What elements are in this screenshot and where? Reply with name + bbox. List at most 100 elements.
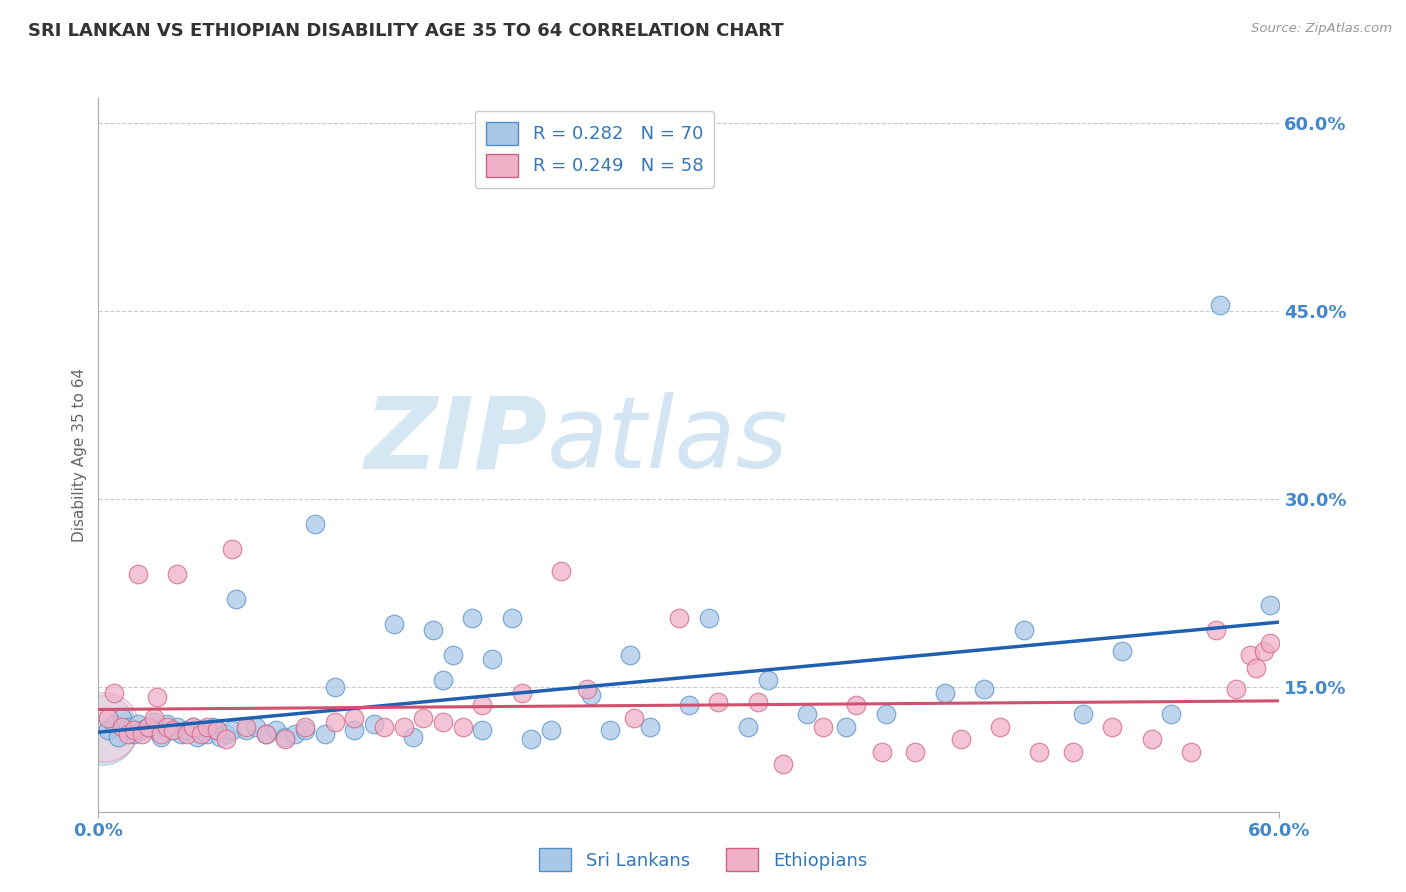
Text: Source: ZipAtlas.com: Source: ZipAtlas.com	[1251, 22, 1392, 36]
Ethiopians	[373, 720, 395, 734]
Ethiopians	[166, 566, 188, 581]
Ethiopians	[150, 727, 173, 741]
Ethiopians	[190, 727, 212, 741]
Sri Lankans	[501, 610, 523, 624]
Ethiopians	[127, 566, 149, 581]
Ethiopians	[146, 690, 169, 704]
Sri Lankans	[441, 648, 464, 663]
Y-axis label: Disability Age 35 to 64: Disability Age 35 to 64	[72, 368, 87, 542]
Sri Lankans	[166, 720, 188, 734]
Sri Lankans	[1209, 298, 1232, 312]
Ethiopians	[205, 723, 228, 738]
Sri Lankans	[209, 730, 232, 744]
Sri Lankans	[304, 516, 326, 531]
Sri Lankans	[1012, 623, 1035, 637]
Sri Lankans	[122, 727, 145, 741]
Ethiopians	[294, 720, 316, 734]
Ethiopians	[412, 711, 434, 725]
Sri Lankans	[103, 717, 125, 731]
Ethiopians	[343, 711, 366, 725]
Ethiopians	[1244, 661, 1267, 675]
Sri Lankans	[294, 723, 316, 738]
Ethiopians	[623, 711, 645, 725]
Sri Lankans	[131, 723, 153, 738]
Ethiopians	[117, 727, 139, 741]
Sri Lankans	[1111, 644, 1133, 658]
Ethiopians	[1140, 732, 1163, 747]
Ethiopians	[1180, 745, 1202, 759]
Sri Lankans	[756, 673, 779, 688]
Sri Lankans	[215, 727, 238, 741]
Legend: R = 0.282   N = 70, R = 0.249   N = 58: R = 0.282 N = 70, R = 0.249 N = 58	[475, 111, 714, 188]
Sri Lankans	[638, 720, 661, 734]
Sri Lankans	[520, 732, 543, 747]
Sri Lankans	[245, 720, 267, 734]
Ethiopians	[747, 694, 769, 708]
Sri Lankans	[579, 688, 602, 702]
Ethiopians	[235, 720, 257, 734]
Ethiopians	[845, 698, 868, 713]
Text: SRI LANKAN VS ETHIOPIAN DISABILITY AGE 35 TO 64 CORRELATION CHART: SRI LANKAN VS ETHIOPIAN DISABILITY AGE 3…	[28, 22, 783, 40]
Ethiopians	[176, 727, 198, 741]
Ethiopians	[195, 720, 218, 734]
Sri Lankans	[599, 723, 621, 738]
Sri Lankans	[136, 720, 159, 734]
Ethiopians	[575, 681, 598, 696]
Sri Lankans	[875, 707, 897, 722]
Sri Lankans	[1160, 707, 1182, 722]
Ethiopians	[550, 565, 572, 579]
Ethiopians	[181, 720, 204, 734]
Ethiopians	[122, 723, 145, 738]
Sri Lankans	[481, 652, 503, 666]
Ethiopians	[1253, 644, 1275, 658]
Ethiopians	[1239, 648, 1261, 663]
Sri Lankans	[186, 730, 208, 744]
Sri Lankans	[97, 723, 120, 738]
Ethiopians	[142, 711, 165, 725]
Ethiopians	[949, 732, 972, 747]
Sri Lankans	[678, 698, 700, 713]
Ethiopians	[772, 757, 794, 772]
Ethiopians	[131, 727, 153, 741]
Sri Lankans	[343, 723, 366, 738]
Ethiopians	[254, 727, 277, 741]
Sri Lankans	[225, 591, 247, 606]
Sri Lankans	[422, 623, 444, 637]
Ethiopians	[904, 745, 927, 759]
Point	[91, 723, 114, 738]
Sri Lankans	[382, 616, 405, 631]
Sri Lankans	[127, 717, 149, 731]
Ethiopians	[510, 686, 533, 700]
Sri Lankans	[737, 720, 759, 734]
Sri Lankans	[235, 723, 257, 738]
Sri Lankans	[254, 727, 277, 741]
Sri Lankans	[107, 730, 129, 744]
Legend: Sri Lankans, Ethiopians: Sri Lankans, Ethiopians	[531, 841, 875, 879]
Sri Lankans	[471, 723, 494, 738]
Sri Lankans	[402, 730, 425, 744]
Ethiopians	[668, 610, 690, 624]
Text: atlas: atlas	[547, 392, 789, 489]
Sri Lankans	[835, 720, 858, 734]
Sri Lankans	[540, 723, 562, 738]
Ethiopians	[988, 720, 1011, 734]
Sri Lankans	[323, 680, 346, 694]
Ethiopians	[274, 732, 297, 747]
Ethiopians	[1205, 623, 1227, 637]
Sri Lankans	[973, 681, 995, 696]
Sri Lankans	[170, 727, 193, 741]
Sri Lankans	[146, 723, 169, 738]
Sri Lankans	[432, 673, 454, 688]
Ethiopians	[215, 732, 238, 747]
Ethiopians	[111, 720, 134, 734]
Sri Lankans	[560, 814, 582, 829]
Sri Lankans	[274, 730, 297, 744]
Ethiopians	[811, 720, 834, 734]
Ethiopians	[136, 720, 159, 734]
Sri Lankans	[363, 717, 385, 731]
Ethiopians	[451, 720, 474, 734]
Sri Lankans	[205, 723, 228, 738]
Sri Lankans	[142, 714, 165, 729]
Sri Lankans	[201, 720, 224, 734]
Sri Lankans	[934, 686, 956, 700]
